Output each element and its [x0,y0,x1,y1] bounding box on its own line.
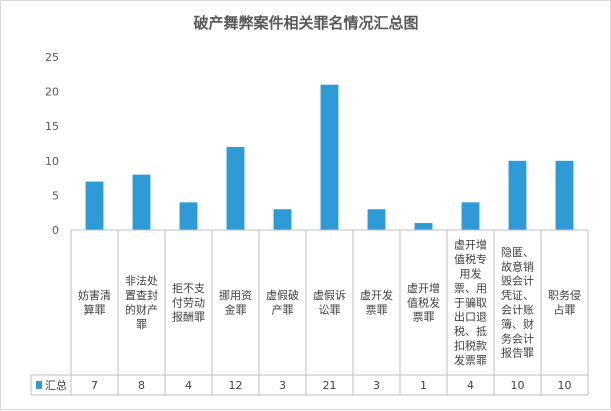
y-tick-label: 20 [45,86,59,99]
value-label: 8 [138,379,145,392]
x-tick-label: 拒不支付劳动报酬罪 [172,282,205,324]
value-label: 10 [511,379,525,392]
bar [461,202,480,230]
y-axis: 0 5 10 15 20 25 [45,51,59,237]
x-tick-label: 非法处置查封的财产罪 [125,274,158,331]
y-tick-label: 10 [45,155,59,168]
bar [132,174,151,230]
value-label: 3 [373,379,380,392]
x-tick-label: 隐匿、故意销毁会计凭证、会计账簿、财务会计报告罪 [501,246,534,360]
value-label: 1 [420,379,427,392]
x-tick-label: 虚开增值税发票罪 [407,281,440,324]
value-label: 4 [467,379,474,392]
x-tick-label: 职务侵占罪 [548,289,581,316]
bar [414,223,433,230]
bar [179,202,198,230]
chart-title: 破产舞弊案件相关罪名情况汇总图 [193,14,418,32]
x-tick-label: 虚开发票罪 [360,288,393,316]
y-tick-label: 25 [45,51,59,64]
bar [273,209,292,230]
x-tick-label: 虚假破产罪 [266,288,299,316]
legend-swatch [36,381,42,389]
bar [320,84,339,231]
y-tick-label: 5 [52,189,59,202]
value-label: 10 [558,379,572,392]
bar [508,160,527,230]
value-label: 3 [279,379,286,392]
y-tick-label: 0 [52,224,59,237]
bar [555,160,574,230]
x-tick-label: 虚假诉讼罪 [313,288,346,316]
x-tick-label: 虚开增值税专用发票、用于骗取出口退税、抵扣税款发票罪 [454,238,487,367]
x-tick-label: 挪用资金罪 [219,288,252,316]
bar [85,181,104,230]
data-table: 妨害清算罪非法处置查封的财产罪拒不支付劳动报酬罪挪用资金罪虚假破产罪虚假诉讼罪虚… [30,229,589,396]
y-tick-label: 15 [45,120,59,133]
bar [226,146,245,230]
legend-label: 汇总 [45,378,67,392]
bar [367,209,386,230]
bars [85,84,574,231]
value-label: 4 [185,379,192,392]
value-label: 7 [91,379,98,392]
value-label: 12 [229,379,243,392]
x-tick-label: 妨害清算罪 [78,288,111,316]
value-label: 21 [323,379,337,392]
